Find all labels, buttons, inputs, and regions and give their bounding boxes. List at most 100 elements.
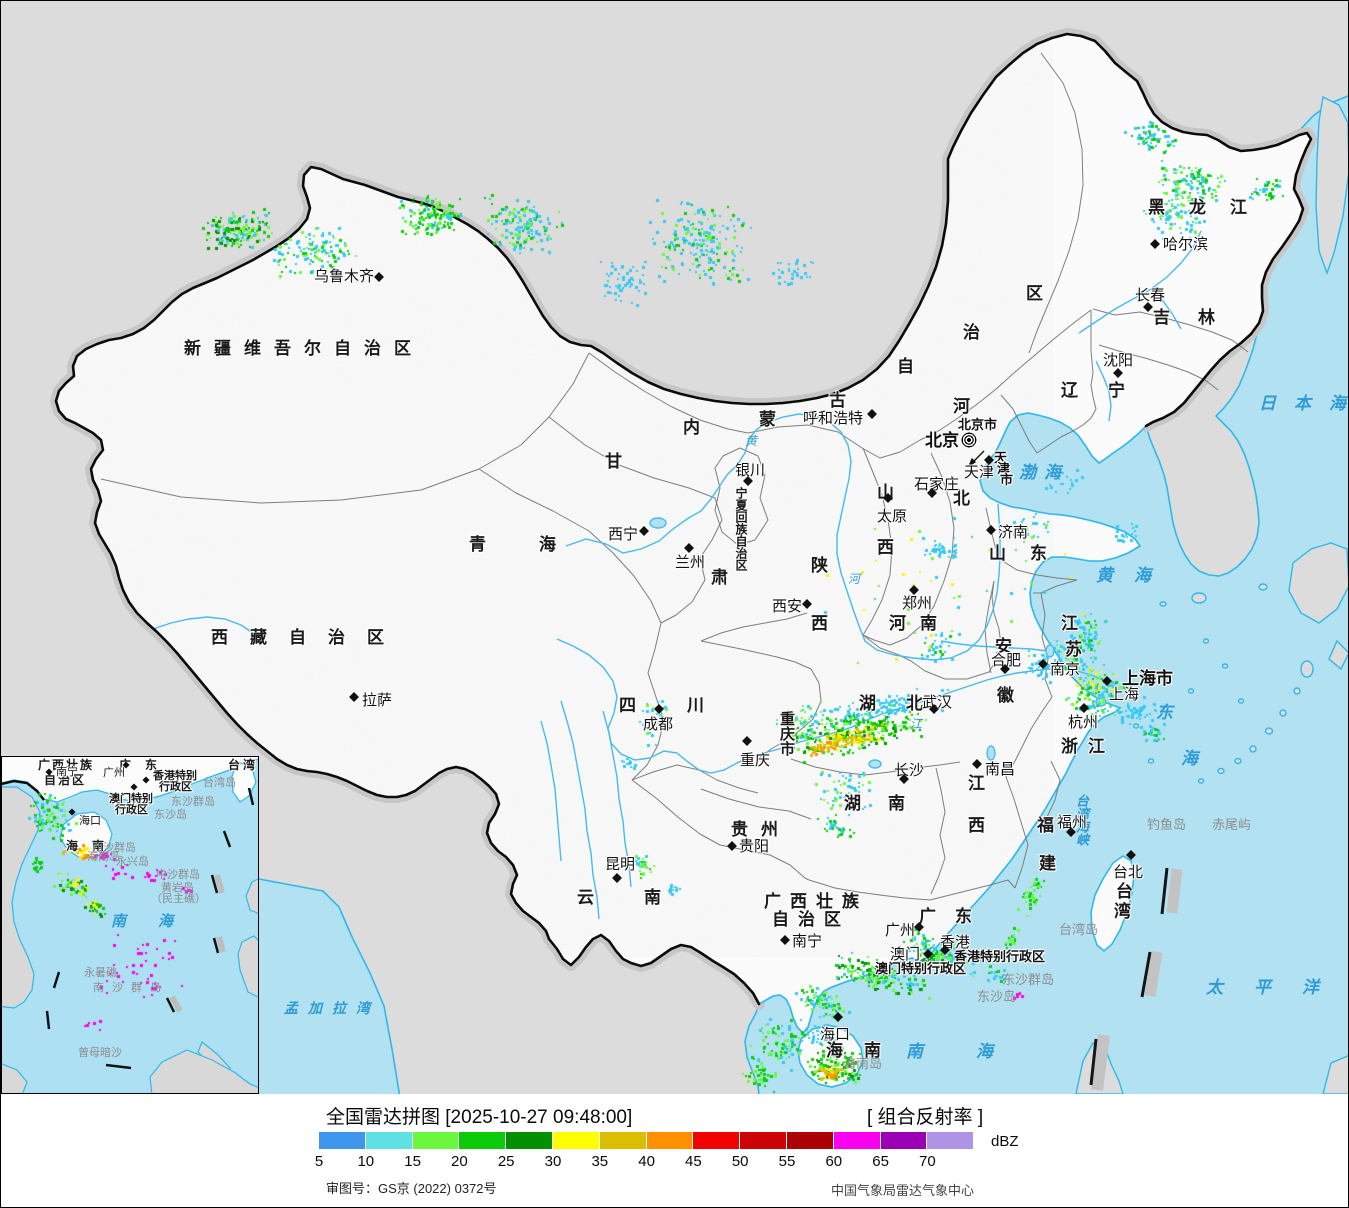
city-label: 海口 (820, 1026, 851, 1043)
city-marker-diamond (802, 599, 812, 609)
province-label: 浙江 (1061, 737, 1115, 756)
sea-label: 太平洋 (1206, 978, 1349, 997)
city-label: 南昌 (985, 761, 1016, 778)
legend-color-segment (927, 1132, 974, 1149)
city-marker-diamond (986, 525, 996, 535)
map-label: 赤尾屿 (1212, 817, 1252, 832)
city-label: 合肥 (991, 652, 1022, 669)
city-marker-diamond (867, 409, 877, 419)
province-label: 吉林 (1153, 308, 1243, 327)
province-label: 湖北 (859, 694, 953, 713)
city-label: 济南 (998, 524, 1029, 541)
city-label: 乌鲁木齐 (314, 268, 375, 285)
city-label: 长春 (1135, 287, 1166, 304)
dbz-scale-value: 40 (638, 1153, 655, 1170)
city-label: 台北 (1113, 864, 1144, 881)
province-label: 宁夏回族自治区 (734, 487, 748, 571)
map-label: 东沙群岛 (1002, 972, 1055, 987)
map-label: 西沙群岛 (92, 842, 136, 854)
dbz-scale-value: 60 (825, 1153, 843, 1170)
river-label: 河 (848, 572, 861, 586)
dbz-scale-value: 25 (497, 1153, 515, 1170)
city-label: 昆明 (605, 856, 636, 873)
province-label: 自治区 (44, 773, 87, 787)
inset-echo-layer (2, 757, 258, 1093)
city-label: 西宁 (608, 526, 639, 543)
city-label: 重庆 (740, 752, 771, 769)
city-label: 南宁 (56, 766, 78, 778)
city-marker-diamond (1113, 368, 1123, 378)
legend-color-segment (412, 1132, 459, 1149)
city-marker-diamond (1126, 850, 1136, 860)
province-label: 广东 (919, 907, 991, 926)
province-label: 辽宁 (1061, 381, 1155, 400)
province-label: 河南 (889, 614, 951, 633)
sea-label: 日本海 (1259, 394, 1346, 413)
dbz-scale-value: 65 (872, 1153, 889, 1170)
city-label: 杭州 (1068, 714, 1099, 731)
province-label: 湖南 (844, 794, 932, 813)
legend-color-segment (459, 1132, 506, 1149)
city-marker-diamond (972, 759, 982, 769)
city-marker-diamond (612, 873, 622, 883)
agency-credit: 中国气象局雷达气象中心 (830, 1183, 974, 1198)
dbz-scale-value: 10 (357, 1153, 375, 1170)
map-label: 永暑礁 (84, 967, 117, 979)
province-label: 海南 (826, 1041, 902, 1060)
city-marker-diamond (374, 272, 384, 282)
legend-color-segment (646, 1132, 693, 1149)
legend-color-segment (880, 1132, 927, 1149)
legend-panel: 全国雷达拼图 [2025-10-27 09:48:00] [ 组合反射率 ] 5… (1, 1094, 1348, 1207)
legend-color-segment (786, 1132, 833, 1149)
legend-color-segment (319, 1132, 365, 1149)
map-label: 海南岛 (87, 851, 120, 863)
city-marker-diamond (349, 692, 359, 702)
city-label: 福州 (1057, 814, 1088, 831)
city-marker-diamond (780, 935, 790, 945)
dbz-scale-value: 15 (404, 1153, 421, 1170)
legend-color-segment (693, 1132, 740, 1149)
legend-color-segment (552, 1132, 599, 1149)
map-label: 永兴岛 (116, 856, 149, 868)
dbz-scale-numbers: 5 10 15 20 25 30 35 40 45 50 55 60 65 70 (1, 1153, 1348, 1171)
city-marker-diamond (742, 736, 752, 746)
province-label: 贵州 (731, 820, 791, 839)
river-label: 黄 (745, 434, 758, 448)
city-marker-diamond (727, 841, 737, 851)
province-label: 香港特别 (153, 770, 197, 782)
sea-label: 黄海 (1096, 566, 1172, 585)
city-label: 上海市 (1122, 669, 1173, 688)
dbz-color-bar (319, 1132, 974, 1149)
legend-color-segment (506, 1132, 552, 1149)
river-label: 江 (910, 717, 923, 731)
city-label: 上海 (1109, 686, 1140, 703)
province-label: 云南 (577, 888, 711, 907)
dbz-unit-label: dBZ (991, 1133, 1019, 1150)
city-label: 北京 (925, 431, 959, 450)
city-marker-diamond (639, 526, 649, 536)
province-label: 台湾 (228, 758, 259, 772)
city-label: 广州 (103, 767, 125, 779)
map-label: 曾母暗沙 (78, 1047, 122, 1059)
city-label: 香港 (940, 934, 971, 951)
province-label: 行政区 (159, 781, 192, 793)
map-label: 钓鱼岛 (1147, 817, 1187, 832)
legend-color-segment (599, 1132, 646, 1149)
city-label: 澳门 (890, 946, 921, 963)
province-label: 自治区 (772, 910, 850, 929)
city-label: 哈尔滨 (1163, 236, 1209, 253)
province-label: 行政区 (115, 804, 148, 816)
city-label: 武汉 (922, 694, 953, 711)
map-label: 南沙群岛 (93, 982, 169, 994)
map-label-layer: 新疆维吾尔自治区 西藏自治区 青海甘肃内蒙古自治区宁夏回族自治区陕西山西河北山东 河南… (1, 1, 1349, 1094)
city-label: 北京市 (958, 417, 998, 432)
city-marker-diamond (1079, 703, 1089, 713)
map-label: 东沙群岛 (171, 796, 215, 808)
legend-color-segment (833, 1132, 880, 1149)
city-label: 呼和浩特 (803, 410, 864, 427)
city-label: 天津 (964, 464, 995, 481)
city-label: 南京 (1050, 661, 1081, 678)
map-label: 东沙岛 (977, 989, 1017, 1004)
province-label: 山东 (989, 544, 1071, 563)
